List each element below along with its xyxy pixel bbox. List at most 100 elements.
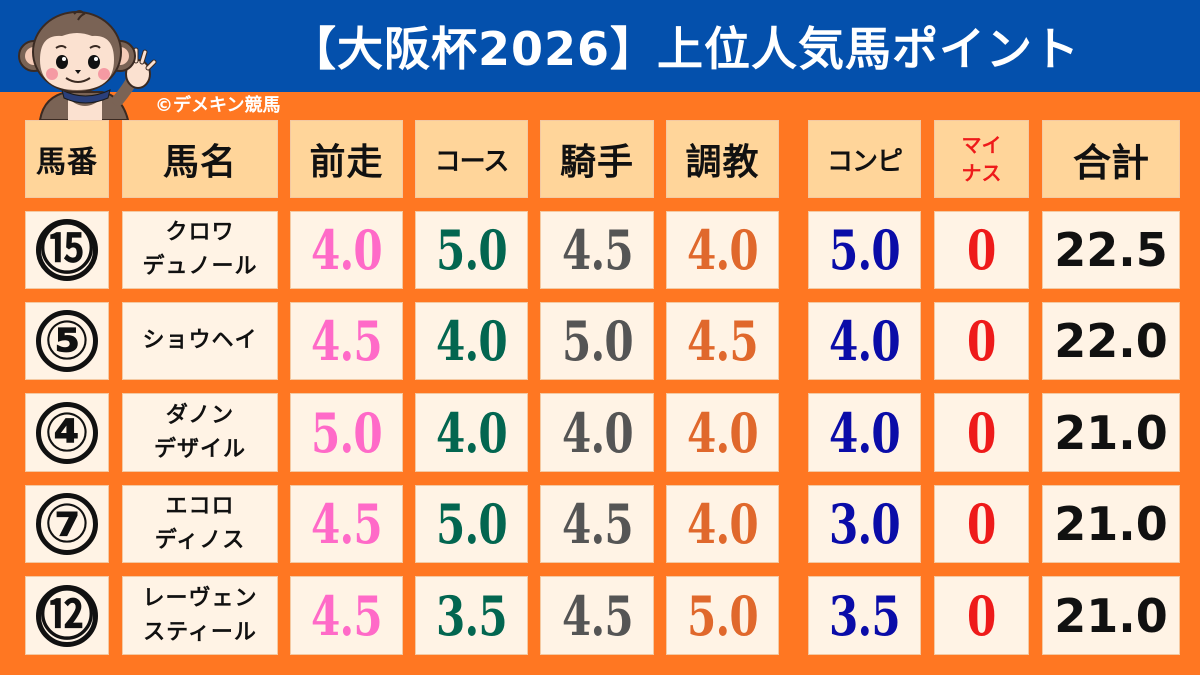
header-minus: マイ ナス [934,120,1029,198]
score-training: 4.0 [687,218,759,282]
table-row-4-name: エコロ ディノス [122,485,278,563]
score-zenso: 4.0 [311,218,383,282]
horse-number: ⑦ [44,492,90,555]
table-row-1-combi: 5.0 [808,211,921,289]
header-training: 調教 [666,120,779,198]
table-row-2-minus: 0 [934,302,1029,380]
horse-number: ⑤ [44,309,90,372]
horse-number: ⑮ [40,218,94,281]
score-combi: 4.0 [829,309,901,373]
score-combi: 4.0 [829,400,901,465]
horse-number-badge: ④ [36,400,98,464]
header-total: 合計 [1042,120,1180,198]
horse-number: ④ [44,400,90,464]
score-combi: 3.0 [829,492,901,556]
header-jockey: 騎手 [540,120,654,198]
score-training: 4.0 [687,492,759,556]
copyright-credit: ©デメキン競馬 [155,95,281,116]
header-zenso: 前走 [290,120,403,198]
table-row-2-name: ショウヘイ [122,302,278,380]
header-number: 馬番 [25,120,109,198]
table-row-1-jockey: 4.5 [540,211,654,289]
score-jockey: 4.5 [561,492,634,556]
score-course: 4.0 [436,309,508,373]
table-row-4-minus: 0 [934,485,1029,563]
table-row-2-jockey: 5.0 [540,302,654,380]
header-name: 馬名 [122,120,278,198]
score-minus: 0 [967,309,996,373]
score-minus: 0 [967,583,996,648]
horse-name: クロワ デュノール [142,220,258,279]
table-row-1-minus: 0 [934,211,1029,289]
score-zenso: 4.5 [311,492,383,556]
horse-number: ⑫ [40,583,94,647]
table-row-3-name: ダノン デザイル [122,393,278,472]
score-total: 21.0 [1054,405,1168,460]
page-title: 【大阪杯2026】上位人気馬ポイント [289,22,1081,76]
score-minus: 0 [967,218,996,282]
score-course: 4.0 [436,400,508,465]
horse-name: ショウヘイ [142,328,258,353]
table-row-3-number: ④ [25,393,109,472]
horse-number-badge: ⑤ [36,310,98,372]
score-jockey: 5.0 [561,309,634,373]
table-row-5-course: 3.5 [415,576,528,655]
score-total: 22.5 [1054,223,1168,277]
score-total: 21.0 [1054,588,1168,643]
table-row-1-zenso: 4.0 [290,211,403,289]
table-row-2-training: 4.5 [666,302,779,380]
table-row-4-combi: 3.0 [808,485,921,563]
score-course: 5.0 [436,492,508,556]
table-row-4-course: 5.0 [415,485,528,563]
table-row-2-number: ⑤ [25,302,109,380]
table-row-5-combi: 3.5 [808,576,921,655]
score-training: 4.0 [687,400,759,465]
score-jockey: 4.5 [561,583,634,648]
score-zenso: 4.5 [311,309,383,373]
table-row-2-course: 4.0 [415,302,528,380]
score-minus: 0 [967,492,996,556]
horse-number-badge: ⑫ [36,583,98,647]
table-row-4-total: 21.0 [1042,485,1180,563]
table-row-4-zenso: 4.5 [290,485,403,563]
score-zenso: 4.5 [311,583,383,648]
score-combi: 3.5 [829,583,901,648]
horse-number-badge: ⑦ [36,493,98,555]
table-row-3-combi: 4.0 [808,393,921,472]
score-combi: 5.0 [829,218,901,282]
table-row-1-training: 4.0 [666,211,779,289]
table-row-3-total: 21.0 [1042,393,1180,472]
horse-name: ダノン デザイル [153,402,246,462]
horse-name: レーヴェン スティール [142,585,258,645]
score-jockey: 4.0 [561,400,634,465]
score-zenso: 5.0 [311,400,383,465]
table-row-3-jockey: 4.0 [540,393,654,472]
score-minus: 0 [967,400,996,465]
score-jockey: 4.5 [561,218,634,282]
table-row-5-total: 21.0 [1042,576,1180,655]
header-course: コース [415,120,528,198]
table-row-1-course: 5.0 [415,211,528,289]
monkey-mascot-icon [18,10,157,120]
score-total: 21.0 [1054,497,1168,551]
horse-name: エコロ ディノス [154,494,246,553]
table-row-1-name: クロワ デュノール [122,211,278,289]
table-row-4-number: ⑦ [25,485,109,563]
table-row-5-training: 5.0 [666,576,779,655]
table-row-3-zenso: 5.0 [290,393,403,472]
header-combi: コンピ [808,120,921,198]
horse-number-badge: ⑮ [36,219,98,281]
table-row-5-name: レーヴェン スティール [122,576,278,655]
table-row-4-jockey: 4.5 [540,485,654,563]
table-row-5-zenso: 4.5 [290,576,403,655]
table-row-5-number: ⑫ [25,576,109,655]
table-row-3-training: 4.0 [666,393,779,472]
table-row-3-course: 4.0 [415,393,528,472]
table-row-5-minus: 0 [934,576,1029,655]
score-training: 4.5 [687,309,759,373]
score-course: 3.5 [436,583,508,648]
score-total: 22.0 [1054,314,1168,368]
table-row-2-total: 22.0 [1042,302,1180,380]
table-row-5-jockey: 4.5 [540,576,654,655]
table-row-4-training: 4.0 [666,485,779,563]
